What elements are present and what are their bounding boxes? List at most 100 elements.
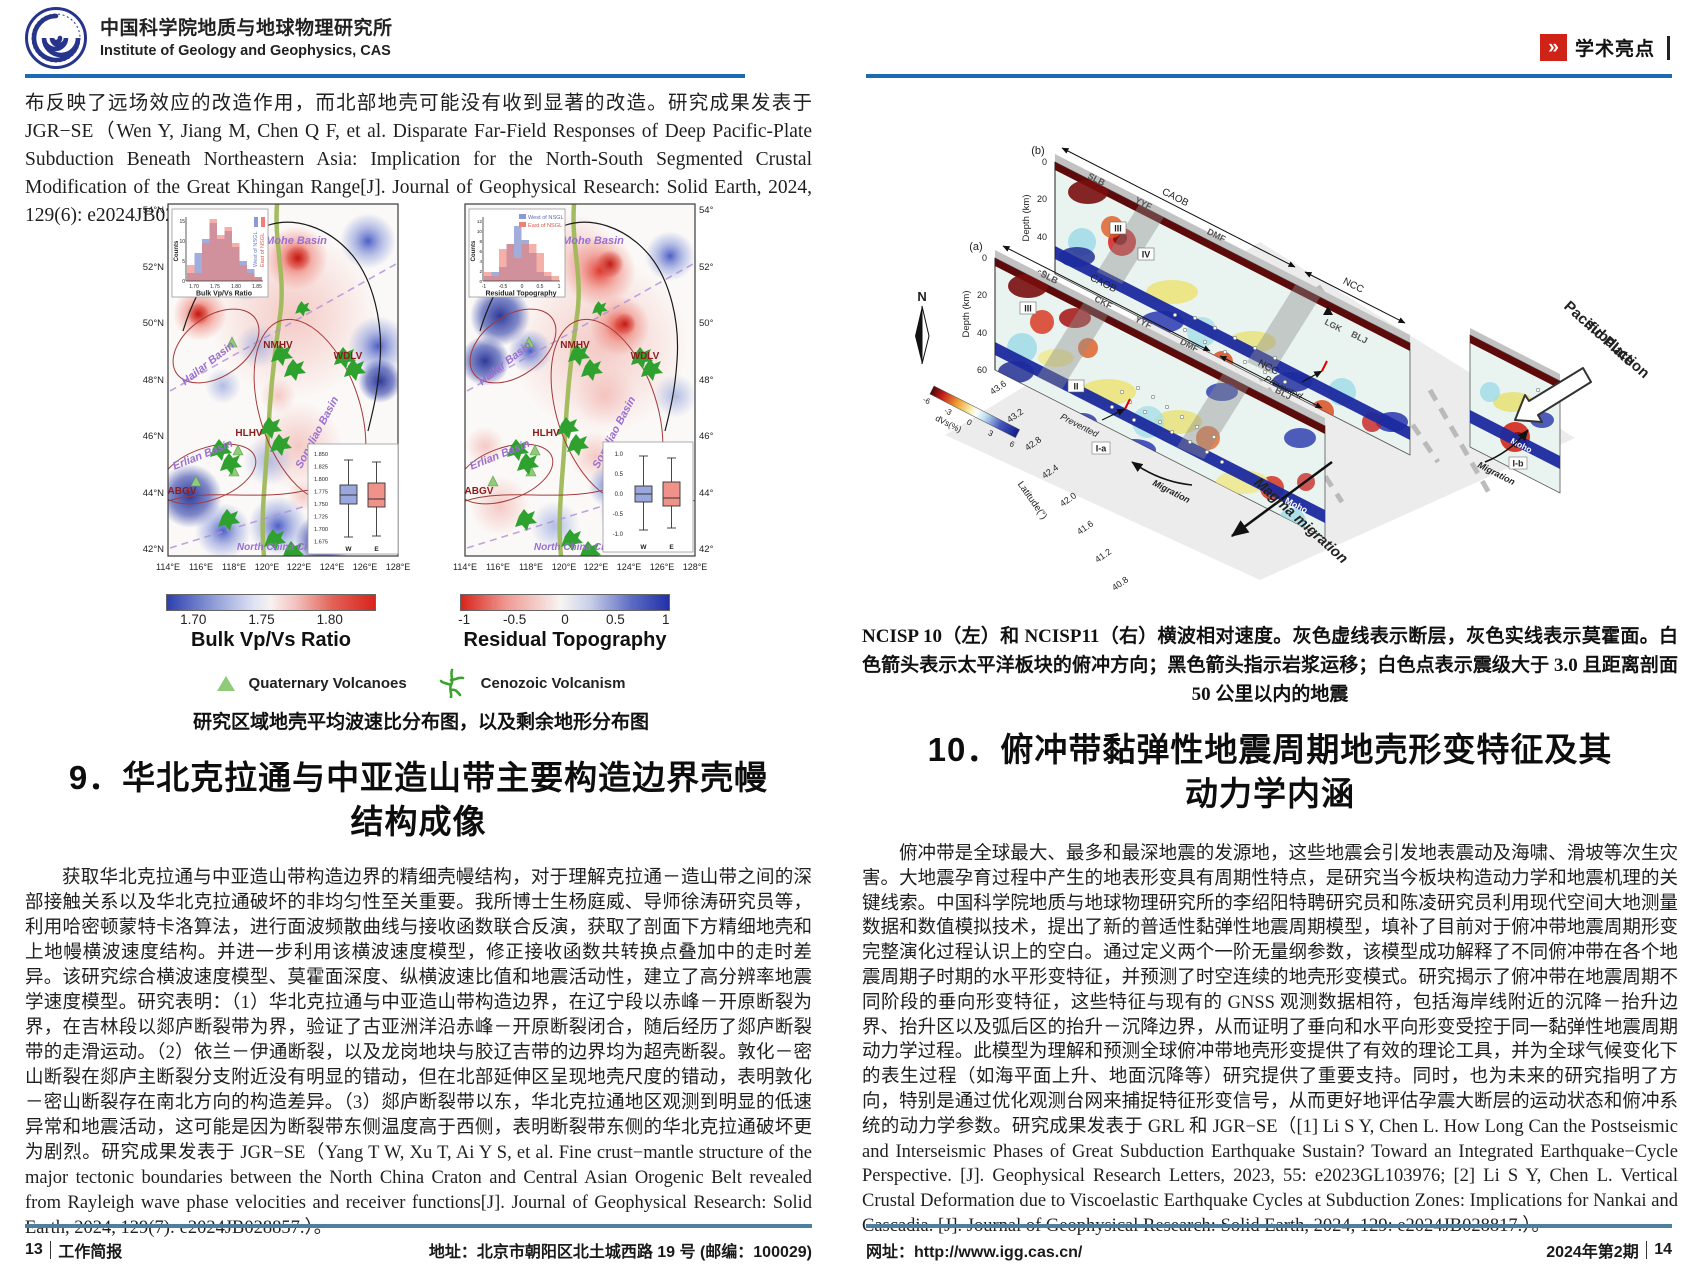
- svg-text:46°N: 46°N: [143, 431, 164, 442]
- section9-title: 9．华北克拉通与中亚造山带主要构造边界壳幔 结构成像: [25, 756, 812, 844]
- svg-text:40: 40: [1037, 232, 1047, 242]
- svg-text:128°E: 128°E: [386, 562, 411, 572]
- page-number-right: 14: [1654, 1241, 1672, 1258]
- svg-text:118°E: 118°E: [222, 562, 246, 572]
- svg-text:5: 5: [182, 259, 185, 265]
- svg-text:0: 0: [965, 417, 974, 427]
- svg-text:116°E: 116°E: [189, 562, 213, 572]
- issue-label: 2024年第2期: [1546, 1244, 1639, 1261]
- svg-text:122°E: 122°E: [287, 562, 312, 572]
- svg-text:126°E: 126°E: [650, 562, 675, 572]
- cbar-tick: 1: [662, 612, 670, 627]
- cenozoic-volcanism-icon: [439, 668, 464, 698]
- svg-text:1.700: 1.700: [314, 527, 328, 533]
- svg-text:0.0: 0.0: [615, 492, 624, 498]
- quaternary-volcano-icon: [216, 675, 235, 691]
- rtopo-boxplot-inset: 1.0 0.5 0.0 -0.5 -1.0 W E: [602, 441, 694, 553]
- svg-text:WDLV: WDLV: [631, 351, 660, 362]
- svg-text:1.70: 1.70: [189, 284, 199, 290]
- figure1-caption: 研究区域地壳平均波速比分布图，以及剩余地形分布图: [192, 712, 649, 733]
- section10-title-line2: 动力学内涵: [1185, 775, 1355, 812]
- cbar-tick: 1.80: [316, 612, 343, 627]
- section9-title-line2: 结构成像: [350, 803, 487, 840]
- svg-text:IV: IV: [1142, 250, 1151, 260]
- cbar-tick: -0.5: [502, 612, 527, 627]
- svg-text:-1.0: -1.0: [613, 532, 624, 538]
- svg-text:114°E: 114°E: [453, 562, 477, 572]
- svg-text:6: 6: [479, 249, 482, 254]
- svg-text:20: 20: [977, 290, 987, 300]
- svg-text:0: 0: [982, 253, 987, 263]
- svg-text:E: E: [374, 546, 379, 553]
- svg-text:118°E: 118°E: [519, 562, 543, 572]
- svg-text:I-a: I-a: [1096, 444, 1107, 454]
- svg-text:50°N: 50°N: [699, 318, 714, 329]
- svg-text:-0.5: -0.5: [499, 284, 508, 290]
- cbar-tick: -1: [458, 612, 471, 627]
- svg-text:3: 3: [987, 428, 996, 438]
- svg-text:N: N: [917, 289, 926, 304]
- svg-text:1: 1: [558, 284, 561, 290]
- svg-text:20: 20: [1037, 194, 1047, 204]
- svg-text:10: 10: [179, 239, 185, 245]
- svg-text:116°E: 116°E: [486, 562, 510, 572]
- colorbar-rtopo-label: Residual Topography: [463, 629, 667, 651]
- svg-text:0: 0: [1042, 157, 1047, 167]
- svg-text:-0.5: -0.5: [613, 512, 624, 518]
- cbar-tick: 0: [561, 612, 569, 627]
- svg-text:6: 6: [1008, 439, 1017, 449]
- svg-text:0.5: 0.5: [615, 472, 624, 478]
- footer-rule-right: [866, 1224, 1672, 1228]
- svg-text:1.675: 1.675: [314, 540, 328, 546]
- svg-text:East of NSGL: East of NSGL: [528, 223, 562, 229]
- svg-text:124°E: 124°E: [617, 562, 642, 572]
- svg-text:44°N: 44°N: [699, 488, 714, 499]
- svg-text:1.75: 1.75: [210, 284, 220, 290]
- svg-text:E: E: [669, 544, 674, 551]
- header-rule-right: [866, 74, 1672, 78]
- svg-text:East of NSGL: East of NSGL: [260, 233, 266, 267]
- svg-text:8: 8: [479, 239, 482, 244]
- cbar-tick: 0.5: [606, 612, 625, 627]
- svg-text:North China Craton: North China Craton: [534, 542, 626, 553]
- svg-text:Mohe Basin: Mohe Basin: [562, 235, 624, 247]
- website-url: 网址：http://www.igg.cas.cn/: [866, 1244, 1083, 1261]
- svg-text:10: 10: [477, 229, 483, 234]
- org-name-en: Institute of Geology and Geophysics, CAS: [100, 43, 391, 59]
- svg-text:HLHV: HLHV: [532, 428, 560, 439]
- svg-text:1.825: 1.825: [314, 465, 328, 471]
- colorbar-vpvs-label: Bulk Vp/Vs Ratio: [190, 629, 352, 651]
- svg-text:Residual Topography: Residual Topography: [485, 291, 556, 298]
- svg-text:122°E: 122°E: [584, 562, 609, 572]
- svg-text:128°E: 128°E: [683, 562, 708, 572]
- institute-names: 中国科学院地质与地球物理研究所 Institute of Geology and…: [100, 13, 393, 59]
- cbar-tick: 1.70: [180, 612, 207, 627]
- svg-text:HLHV: HLHV: [235, 428, 263, 439]
- svg-text:126°E: 126°E: [353, 562, 378, 572]
- svg-text:Depth (km): Depth (km): [961, 291, 972, 338]
- svg-text:Counts: Counts: [174, 240, 180, 261]
- colorbar-rtopo-strip: [460, 594, 670, 611]
- section-badge: » 学术亮点: [1540, 34, 1670, 61]
- footer-right-page: 2024年第2期 14: [866, 1238, 1672, 1262]
- institute-logo: [24, 6, 88, 75]
- svg-text:12: 12: [477, 219, 483, 224]
- svg-text:124°E: 124°E: [320, 562, 345, 572]
- svg-text:W: W: [345, 546, 352, 553]
- footer-divider: [49, 1241, 52, 1259]
- svg-text:2: 2: [479, 269, 482, 274]
- org-name-cn: 中国科学院地质与地球物理研究所: [100, 18, 393, 39]
- svg-text:1.85: 1.85: [252, 284, 262, 290]
- svg-text:Bulk Vp/Vs Ratio: Bulk Vp/Vs Ratio: [196, 291, 252, 298]
- svg-text:II: II: [1073, 382, 1078, 392]
- svg-text:40.8: 40.8: [1110, 574, 1130, 590]
- vpvs-histogram-inset: 0 5 10 15 1.70 1.75 1.80 1.85 Counts Bul…: [171, 208, 269, 298]
- footer-rule-left: [25, 1224, 812, 1228]
- svg-text:1.850: 1.850: [314, 452, 328, 458]
- svg-text:-3: -3: [943, 406, 954, 417]
- section10-title: 10．俯冲带黏弹性地震周期地壳形变特征及其 动力学内涵: [862, 728, 1678, 816]
- svg-text:ABGV: ABGV: [465, 486, 494, 497]
- svg-text:40: 40: [977, 328, 987, 338]
- badge-divider: [1667, 35, 1670, 60]
